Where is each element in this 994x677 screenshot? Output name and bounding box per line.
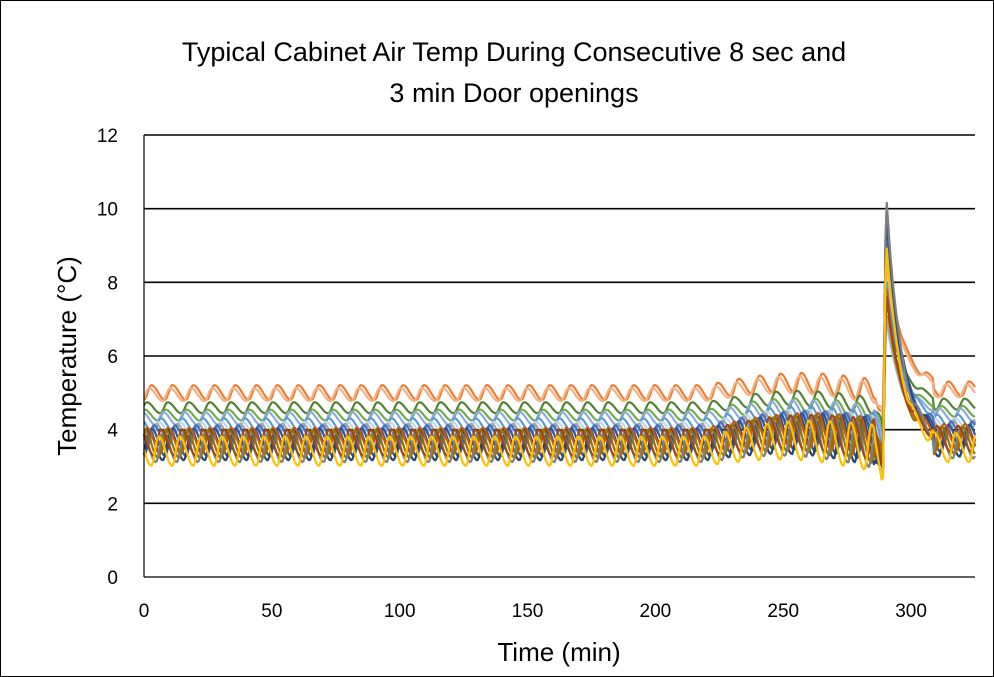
x-tick-label-0: 0 <box>139 601 150 622</box>
series-line-1 <box>142 265 976 420</box>
y-tick-label-6: 12 <box>97 126 118 147</box>
x-tick-label-4: 200 <box>640 601 672 622</box>
y-axis-title: Temperature (°C) <box>52 256 82 456</box>
y-tick-label-0: 0 <box>107 568 118 589</box>
series-line-0 <box>143 251 976 418</box>
y-tick-labels: 0 2 4 6 8 10 12 <box>97 126 119 589</box>
y-tick-label-2: 4 <box>107 421 118 442</box>
x-tick-label-1: 50 <box>261 601 282 622</box>
x-tick-labels: 0 50 100 150 200 250 300 <box>139 601 927 622</box>
y-tick-label-4: 8 <box>107 273 118 294</box>
x-tick-label-6: 300 <box>895 601 927 622</box>
axis-layer <box>143 135 975 578</box>
x-tick-label-2: 100 <box>384 601 416 622</box>
x-tick-label-3: 150 <box>512 601 544 622</box>
y-tick-label-1: 2 <box>107 494 118 515</box>
chart-title-line-1: Typical Cabinet Air Temp During Consecut… <box>182 37 846 67</box>
series-line-15 <box>142 247 977 481</box>
x-axis-title: Time (min) <box>497 637 620 667</box>
series-layer <box>142 201 977 481</box>
y-tick-label-3: 6 <box>107 347 118 368</box>
y-tick-label-5: 10 <box>97 200 118 221</box>
x-tick-label-5: 250 <box>767 601 799 622</box>
series-line-12 <box>143 296 976 472</box>
chart-title-line-2: 3 min Door openings <box>389 78 638 108</box>
